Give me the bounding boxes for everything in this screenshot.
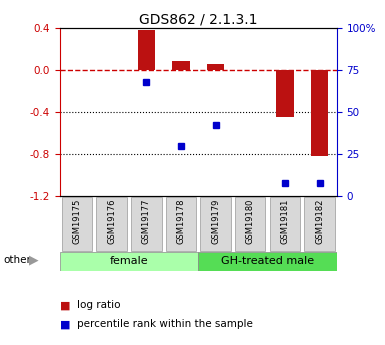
Bar [276,70,293,117]
Text: GSM19180: GSM19180 [246,198,255,244]
Text: percentile rank within the sample: percentile rank within the sample [77,319,253,329]
Title: GDS862 / 2.1.3.1: GDS862 / 2.1.3.1 [139,12,258,27]
FancyBboxPatch shape [60,252,198,271]
Text: GSM19182: GSM19182 [315,198,324,244]
Text: GSM19178: GSM19178 [176,198,186,244]
FancyBboxPatch shape [96,197,127,251]
FancyBboxPatch shape [166,197,196,251]
Text: ■: ■ [60,319,70,329]
FancyBboxPatch shape [131,197,162,251]
Bar [138,30,155,70]
Text: GSM19181: GSM19181 [280,198,290,244]
Text: GSM19179: GSM19179 [211,198,220,244]
Bar [172,61,189,70]
Text: ▶: ▶ [29,253,38,266]
FancyBboxPatch shape [235,197,266,251]
Bar [207,65,224,70]
Text: GSM19175: GSM19175 [72,198,82,244]
FancyBboxPatch shape [198,252,337,271]
FancyBboxPatch shape [270,197,300,251]
Bar [311,70,328,156]
FancyBboxPatch shape [62,197,92,251]
Text: other: other [4,255,32,265]
Text: ■: ■ [60,300,70,310]
FancyBboxPatch shape [304,197,335,251]
Text: GH-treated male: GH-treated male [221,256,314,266]
Text: GSM19177: GSM19177 [142,198,151,244]
FancyBboxPatch shape [200,197,231,251]
Text: female: female [110,256,148,266]
Text: log ratio: log ratio [77,300,121,310]
Text: GSM19176: GSM19176 [107,198,116,244]
